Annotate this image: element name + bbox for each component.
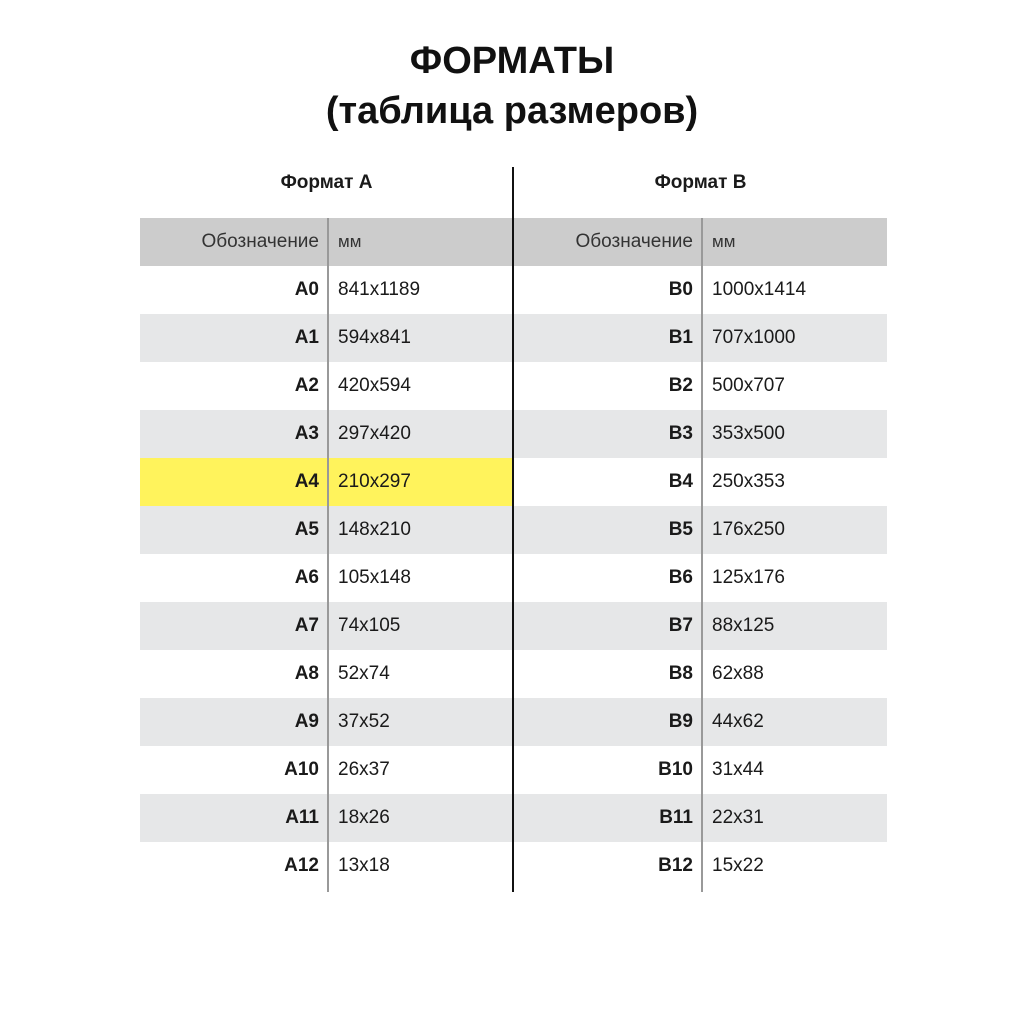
- table-row: A4 210x297: [140, 458, 513, 506]
- format-designation: A7: [294, 615, 319, 636]
- table-row: B2 500x707: [514, 362, 887, 410]
- table-row: B9 44x62: [514, 698, 887, 746]
- table-row: B11 22x31: [514, 794, 887, 842]
- format-designation: A1: [294, 327, 319, 348]
- format-size-mm: 52x74: [338, 663, 390, 684]
- format-size-mm: 594x841: [338, 327, 411, 348]
- format-designation: A4: [294, 471, 319, 492]
- format-designation: B4: [668, 471, 693, 492]
- format-size-mm: 44x62: [712, 711, 764, 732]
- page-title: ФОРМАТЫ: [409, 40, 615, 82]
- format-size-mm: 176x250: [712, 519, 785, 540]
- table-row: B6 125x176: [514, 554, 887, 602]
- table-row: A5 148x210: [140, 506, 513, 554]
- format-designation: A3: [294, 423, 319, 444]
- format-size-mm: 26x37: [338, 759, 390, 780]
- table-row: B7 88x125: [514, 602, 887, 650]
- table-title: Формат B: [654, 172, 747, 193]
- table-row: A11 18x26: [140, 794, 513, 842]
- table-header-row: Обозначение мм: [140, 218, 513, 266]
- table-row: A2 420x594: [140, 362, 513, 410]
- table-row: B10 31x44: [514, 746, 887, 794]
- table-row: A9 37x52: [140, 698, 513, 746]
- format-designation: A12: [284, 855, 319, 876]
- table-row: B12 15x22: [514, 842, 887, 890]
- column-header-designation: Обозначение: [201, 231, 319, 252]
- format-size-mm: 841x1189: [338, 279, 421, 300]
- format-size-mm: 353x500: [712, 423, 785, 444]
- format-size-mm: 297x420: [338, 423, 411, 444]
- format-designation: B10: [658, 759, 693, 780]
- table-row: A1 594x841: [140, 314, 513, 362]
- format-designation: B6: [668, 567, 693, 588]
- section-divider: [512, 167, 514, 892]
- format-size-mm: 31x44: [712, 759, 764, 780]
- table-title: Формат А: [280, 172, 373, 193]
- format-size-mm: 74x105: [338, 615, 401, 636]
- table-row: A8 52x74: [140, 650, 513, 698]
- format-designation: A6: [294, 567, 319, 588]
- format-designation: B5: [668, 519, 693, 540]
- format-designation: A8: [294, 663, 319, 684]
- format-designation: B0: [668, 279, 693, 300]
- table-row: A3 297x420: [140, 410, 513, 458]
- page-subtitle: (таблица размеров): [325, 90, 699, 132]
- format-size-mm: 1000x1414: [712, 279, 807, 300]
- format-designation: B3: [668, 423, 693, 444]
- format-size-mm: 210x297: [338, 471, 411, 492]
- format-size-mm: 88x125: [712, 615, 775, 636]
- column-header-mm: мм: [338, 232, 362, 251]
- format-size-mm: 15x22: [712, 855, 764, 876]
- format-size-mm: 500x707: [712, 375, 785, 396]
- format-designation: B9: [668, 711, 693, 732]
- format-designation: A0: [294, 279, 319, 300]
- format-size-mm: 250x353: [712, 471, 785, 492]
- format-designation: A2: [294, 375, 319, 396]
- format-size-mm: 707x1000: [712, 327, 796, 348]
- table-row: A0 841x1189: [140, 266, 513, 314]
- format-designation: A9: [294, 711, 319, 732]
- table-row: B1 707x1000: [514, 314, 887, 362]
- column-divider: [701, 218, 703, 892]
- column-header-mm: мм: [712, 232, 736, 251]
- format-size-mm: 105x148: [338, 567, 411, 588]
- table-row: B0 1000x1414: [514, 266, 887, 314]
- table-header-row: Обозначение мм: [514, 218, 887, 266]
- table-row: A12 13x18: [140, 842, 513, 890]
- format-designation: B7: [668, 615, 693, 636]
- format-designation: A11: [285, 807, 319, 828]
- format-size-mm: 125x176: [712, 567, 785, 588]
- table-row: B5 176x250: [514, 506, 887, 554]
- format-designation: A10: [284, 759, 319, 780]
- table-row: A10 26x37: [140, 746, 513, 794]
- table-row: A6 105x148: [140, 554, 513, 602]
- format-designation: A5: [294, 519, 319, 540]
- format-size-mm: 37x52: [338, 711, 390, 732]
- format-designation: B12: [658, 855, 693, 876]
- format-size-mm: 62x88: [712, 663, 764, 684]
- format-designation: B8: [668, 663, 693, 684]
- format-designation: B1: [668, 327, 693, 348]
- format-size-mm: 13x18: [338, 855, 390, 876]
- table-row: B3 353x500: [514, 410, 887, 458]
- format-size-mm: 18x26: [338, 807, 390, 828]
- format-size-mm: 148x210: [338, 519, 411, 540]
- table-row: A7 74x105: [140, 602, 513, 650]
- format-designation: B11: [659, 807, 693, 828]
- format-size-mm: 420x594: [338, 375, 411, 396]
- column-header-designation: Обозначение: [575, 231, 693, 252]
- table-row: B8 62x88: [514, 650, 887, 698]
- column-divider: [327, 218, 329, 892]
- table-row: B4 250x353: [514, 458, 887, 506]
- format-size-mm: 22x31: [712, 807, 764, 828]
- format-designation: B2: [668, 375, 693, 396]
